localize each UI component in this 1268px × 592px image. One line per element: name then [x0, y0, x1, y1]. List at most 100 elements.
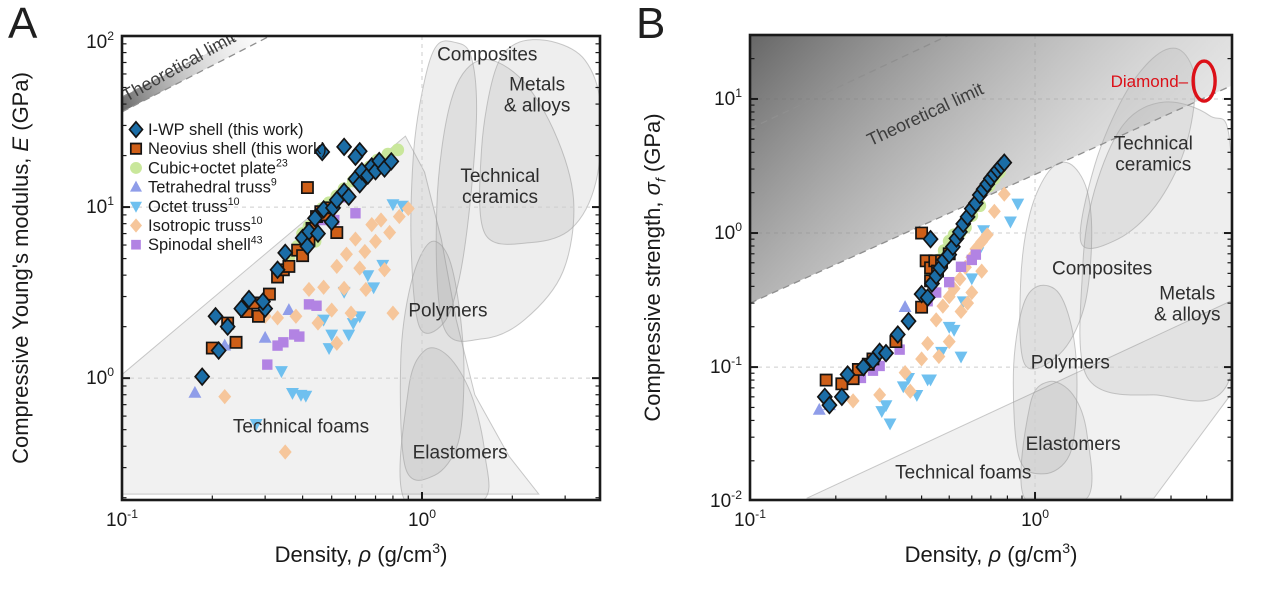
- triangle-down-marker: [883, 418, 897, 431]
- diamond-marker: [877, 343, 895, 363]
- diamond-marker: [936, 298, 950, 314]
- diamond-marker: [929, 312, 943, 328]
- triangle-down-marker: [1011, 198, 1025, 211]
- square-marker: [300, 181, 314, 195]
- legend-label-octet: Octet truss10: [148, 196, 240, 216]
- diamond-marker: [942, 289, 956, 305]
- series-iwp: [816, 153, 1013, 415]
- square-marker: [229, 335, 243, 349]
- diamond-marker: [306, 208, 324, 228]
- diamond-marker: [965, 284, 979, 301]
- diamond-annotation-label: Diamond–: [1111, 72, 1189, 91]
- diamond-marker: [383, 224, 397, 241]
- axis-ticks: [121, 35, 600, 500]
- diamond-marker: [919, 288, 936, 308]
- triangle-down-marker: [130, 201, 142, 213]
- circle-marker: [130, 161, 142, 174]
- legend-label-isotropic: Isotropic truss10: [148, 215, 263, 235]
- x-tick-label: 10-1: [734, 507, 766, 531]
- triangle-down-marker: [395, 200, 409, 213]
- triangle-down-marker: [346, 318, 360, 331]
- diamond-marker: [969, 241, 983, 257]
- legend-label-neovius: Neovius shell (this work): [148, 140, 327, 158]
- region-label-technical-ceramics: Technical: [460, 166, 539, 187]
- y-axis-title: Compressive strength, σf (GPa): [640, 113, 668, 421]
- limit-line-lower: [750, 84, 1232, 304]
- diamond-marker: [369, 233, 382, 250]
- triangle-down-marker: [317, 314, 331, 327]
- y-tick-label: 100: [86, 365, 114, 389]
- diamond-marker: [359, 281, 373, 298]
- diamond-marker: [128, 120, 144, 139]
- legend-label-iwp: I-WP shell (this work): [148, 121, 304, 139]
- diamond-marker: [383, 151, 400, 171]
- legend-item-cubic-octet: Cubic+octet plate23: [130, 158, 288, 177]
- diamond-marker: [932, 348, 946, 365]
- diamond-marker: [210, 341, 227, 361]
- region-elastomers-b: [1020, 380, 1093, 500]
- region-label-composites-b: Composites: [1052, 259, 1152, 280]
- triangle-down-marker: [322, 343, 336, 356]
- triangle-down-marker: [325, 329, 339, 342]
- region-composites: [410, 40, 478, 334]
- diamond-marker: [330, 335, 344, 351]
- y-tick-label: 101: [86, 194, 114, 218]
- diamond-marker: [218, 389, 232, 405]
- diamond-marker: [921, 335, 935, 352]
- legend: I-WP shell (this work)Neovius shell (thi…: [128, 120, 327, 254]
- region-label-technical-ceramics-b: ceramics: [1115, 154, 1191, 175]
- diamond-marker: [987, 203, 1001, 219]
- legend-item-octet: Octet truss10: [130, 196, 240, 216]
- triangle-down-marker: [353, 311, 367, 324]
- diamond-marker: [996, 153, 1013, 173]
- triangle-down-marker: [299, 390, 313, 403]
- diamond-marker: [401, 200, 415, 217]
- square-marker: [944, 276, 955, 288]
- diamond-marker: [374, 212, 388, 228]
- diamond-marker: [233, 299, 250, 319]
- diamond-marker: [898, 364, 912, 381]
- series-isotropic: [218, 200, 415, 460]
- diamond-marker: [278, 444, 292, 460]
- diamond-marker: [833, 387, 850, 407]
- triangle-up-marker: [130, 180, 142, 192]
- diamond-marker: [337, 280, 351, 296]
- diamond-ellipse: [1191, 59, 1217, 103]
- diamond-marker: [922, 229, 939, 249]
- diamond-marker: [351, 174, 368, 194]
- square-marker: [278, 337, 289, 348]
- square-marker: [350, 208, 361, 219]
- diamond-marker: [207, 306, 224, 326]
- region-label-technical-foams-b: Technical foams: [895, 462, 1031, 483]
- triangle-down-marker: [249, 419, 263, 431]
- diamond-marker: [839, 365, 856, 385]
- diamond-marker: [378, 262, 391, 278]
- triangle-down-marker: [965, 273, 979, 286]
- y-tick-label: 101: [714, 86, 742, 110]
- diamond-marker: [855, 357, 872, 377]
- diamond-marker: [903, 383, 917, 399]
- diamond-marker: [344, 305, 358, 321]
- y-tick-label: 102: [86, 29, 114, 53]
- legend-item-neovius: Neovius shell (this work): [129, 140, 327, 158]
- square-marker: [294, 331, 305, 342]
- y-tick-label: 10-1: [710, 354, 742, 378]
- diamond-marker: [317, 279, 331, 295]
- x-tick-label: 100: [1021, 507, 1049, 531]
- diamond-marker: [915, 351, 929, 367]
- diamond-marker: [980, 227, 994, 243]
- diamond-marker: [325, 302, 339, 318]
- triangle-down-marker: [361, 270, 375, 283]
- region-label-metals-alloys-b: & alloys: [1154, 304, 1221, 325]
- diamond-marker: [386, 305, 400, 321]
- triangle-up-marker: [282, 303, 296, 315]
- region-label-technical-ceramics: ceramics: [462, 187, 538, 208]
- region-composites-b: [1019, 161, 1093, 370]
- square-marker: [262, 359, 273, 370]
- diamond-marker: [997, 186, 1011, 202]
- region-label-metals-alloys: & alloys: [504, 96, 571, 117]
- triangle-down-marker: [954, 351, 968, 364]
- diamond-marker: [269, 260, 286, 280]
